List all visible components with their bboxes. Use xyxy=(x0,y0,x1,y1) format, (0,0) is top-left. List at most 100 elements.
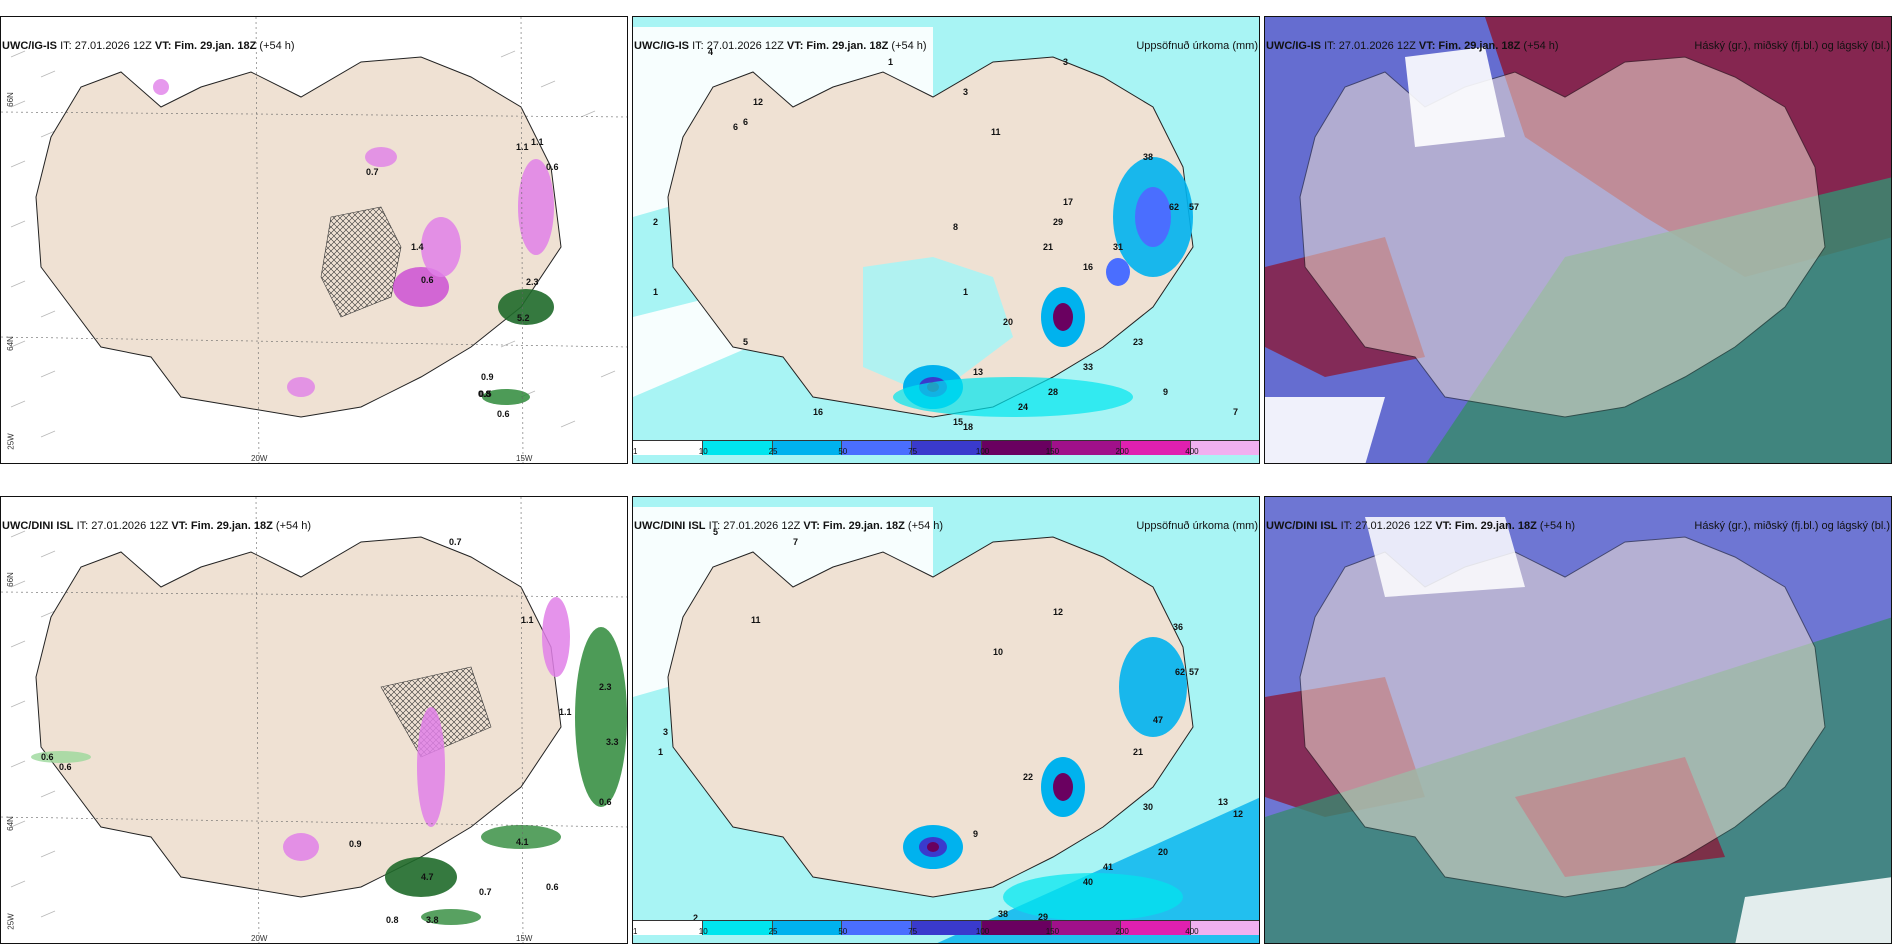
lon-label: 25W xyxy=(6,433,16,450)
value-label: 4.7 xyxy=(421,872,434,882)
value-label: 10 xyxy=(993,647,1004,657)
lead-time: (+54 h) xyxy=(891,40,927,52)
value-label: 0.8 xyxy=(478,389,491,399)
map-igis-precip xyxy=(633,17,1259,463)
model-name: UWC/DINI ISL xyxy=(2,520,74,532)
value-label: 0.6 xyxy=(546,882,559,892)
lead-time: (+54 h) xyxy=(1523,40,1559,52)
lat-label: 64N xyxy=(5,336,15,351)
colorbar-segment: 50 xyxy=(838,441,913,456)
colorbar-segment: 150 xyxy=(1046,441,1122,456)
value-label: 16 xyxy=(1083,262,1094,272)
model-name: UWC/IG-IS xyxy=(2,40,57,52)
model-name: UWC/DINI ISL xyxy=(634,520,706,532)
value-label: 1.1 xyxy=(516,142,529,152)
value-label: 0.6 xyxy=(546,162,559,172)
map-dini-precip xyxy=(633,497,1259,943)
value-label: 0.6 xyxy=(497,409,510,419)
value-label: 0.9 xyxy=(481,372,494,382)
value-label: 12 xyxy=(1053,607,1064,617)
panel-header: UWC/DINI ISL IT: 27.01.2026 12Z VT: Fim.… xyxy=(0,518,630,538)
value-label: 9 xyxy=(973,829,979,839)
map-igis-wind xyxy=(1,17,627,463)
panel-header: UWC/IG-IS IT: 27.01.2026 12Z VT: Fim. 29… xyxy=(632,38,1262,58)
value-label: 20 xyxy=(1003,317,1014,327)
panel-header: UWC/DINI ISL IT: 27.01.2026 12Z VT: Fim.… xyxy=(1264,518,1894,538)
map-panel-igis-clouds xyxy=(1264,16,1892,464)
value-label: 3 xyxy=(663,727,669,737)
init-time: IT: 27.01.2026 12Z xyxy=(1340,520,1433,532)
value-label: 1.1 xyxy=(521,615,534,625)
value-label: 30 xyxy=(1143,802,1154,812)
value-label: 0.6 xyxy=(599,797,612,807)
value-label: 5 xyxy=(743,337,749,347)
colorbar-segment: 400 xyxy=(1185,441,1259,456)
lon-label: 20W xyxy=(251,454,268,463)
value-label: 11 xyxy=(751,615,761,625)
value-label: 12 xyxy=(1233,809,1244,819)
init-time: IT: 27.01.2026 12Z xyxy=(692,40,784,52)
colorbar-segment: 100 xyxy=(976,921,1052,936)
panel-header: UWC/IG-IS IT: 27.01.2026 12Z VT: Fim. 29… xyxy=(1264,38,1894,58)
colorbar-segment: 75 xyxy=(908,441,982,456)
clouds-map-svg xyxy=(1265,497,1891,943)
value-label: 29 xyxy=(1053,217,1064,227)
colorbar-segment: 10 xyxy=(699,921,773,936)
map-dini-clouds xyxy=(1265,497,1891,943)
lat-label: 66N xyxy=(5,572,15,587)
clouds-map-svg xyxy=(1265,17,1891,463)
valid-time: VT: Fim. 29.jan. 18Z xyxy=(786,40,889,52)
map-title: Háský (gr.), miðský (fj.bl.) og lágský (… xyxy=(1694,40,1890,52)
value-label: 15 xyxy=(953,417,964,427)
precip-map-svg xyxy=(633,17,1259,463)
valid-time: VT: Fim. 29.jan. 18Z xyxy=(154,40,257,52)
value-label: 62 xyxy=(1175,667,1186,677)
value-label: 41 xyxy=(1103,862,1114,872)
lead-time: (+54 h) xyxy=(275,520,312,532)
precip-colorbar: 1 10 25 50 75 100 150 200 400 xyxy=(633,440,1259,463)
colorbar-segment: 10 xyxy=(699,441,773,456)
value-label: 22 xyxy=(1023,772,1034,782)
colorbar-segment: 25 xyxy=(769,921,843,936)
valid-time: VT: Fim. 29.jan. 18Z xyxy=(171,520,273,532)
colorbar-segment: 1 xyxy=(633,441,703,456)
value-label: 4 xyxy=(708,47,714,57)
value-label: 5 xyxy=(713,527,719,537)
value-label: 24 xyxy=(1018,402,1029,412)
map-title: Uppsöfnuð úrkoma (mm) xyxy=(1136,520,1258,532)
value-label: 2 xyxy=(653,217,659,227)
model-name: UWC/DINI ISL xyxy=(1266,520,1338,532)
iceland-land xyxy=(35,56,562,418)
model-name: UWC/IG-IS xyxy=(634,40,689,52)
colorbar-segment: 25 xyxy=(769,441,843,456)
value-label: 1 xyxy=(963,287,969,297)
value-label: 0.6 xyxy=(59,762,72,772)
value-label: 11 xyxy=(991,127,1001,137)
map-dini-wind xyxy=(1,497,627,943)
map-igis-clouds xyxy=(1265,17,1891,463)
colorbar-segment: 150 xyxy=(1046,921,1122,936)
map-title: Háský (gr.), miðský (fj.bl.) og lágský (… xyxy=(1694,520,1890,532)
value-label: 3 xyxy=(1063,57,1069,67)
map-panel-dini-clouds xyxy=(1264,496,1892,944)
value-label: 3 xyxy=(963,87,969,97)
value-label: 9 xyxy=(1163,387,1169,397)
value-label: 1.4 xyxy=(411,242,424,252)
lon-label: 15W xyxy=(516,934,533,943)
value-label: 3.3 xyxy=(606,737,619,747)
precip-colorbar: 1 10 25 50 75 100 150 200 400 xyxy=(633,920,1259,943)
valid-time: VT: Fim. 29.jan. 18Z xyxy=(803,520,905,532)
init-time: IT: 27.01.2026 12Z xyxy=(60,40,152,52)
value-label: 2.3 xyxy=(599,682,612,692)
value-label: 62 xyxy=(1169,202,1180,212)
value-label: 1 xyxy=(653,287,659,297)
value-label: 21 xyxy=(1133,747,1144,757)
precip-map-svg xyxy=(633,497,1259,943)
value-label: 31 xyxy=(1113,242,1124,252)
valid-time: VT: Fim. 29.jan. 18Z xyxy=(1435,520,1537,532)
lat-label: 66N xyxy=(5,92,15,107)
colorbar-segment: 400 xyxy=(1185,921,1259,936)
value-label: 1 xyxy=(658,747,664,757)
value-label: 28 xyxy=(1048,387,1059,397)
value-label: 16 xyxy=(813,407,824,417)
